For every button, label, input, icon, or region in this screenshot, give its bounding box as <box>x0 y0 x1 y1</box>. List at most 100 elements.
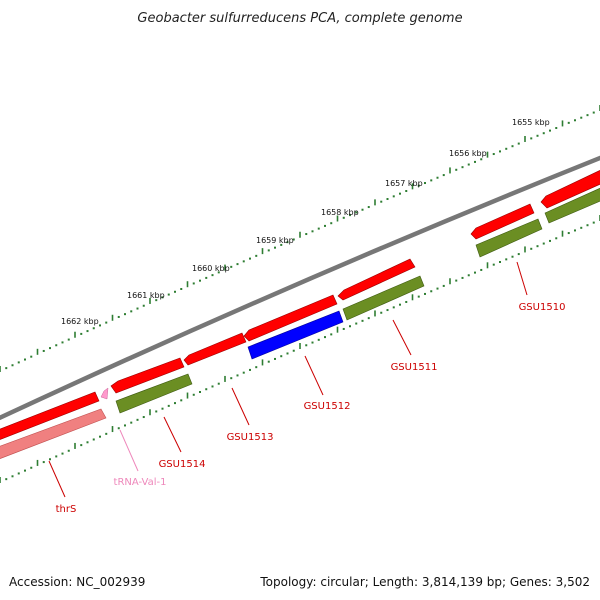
outer-ruler-minor-tick <box>142 304 145 307</box>
outer-ruler-minor-tick <box>367 206 370 209</box>
outer-ruler-minor-tick <box>480 158 483 161</box>
gene-arrow-thrS[interactable] <box>0 391 100 440</box>
outer-ruler-minor-tick <box>324 224 326 227</box>
inner-ruler-minor-tick <box>549 239 551 242</box>
inner-ruler-minor-tick <box>317 338 320 341</box>
outer-ruler-minor-tick <box>86 330 89 333</box>
outer-ruler-minor-tick <box>92 327 95 330</box>
gene-label-GSU1514[interactable]: GSU1514 <box>159 459 206 470</box>
trna-label-tRNA-Val-1[interactable]: tRNA-Val-1 <box>114 477 167 488</box>
gene-arrow-GSU1514-fwd[interactable] <box>110 357 185 394</box>
outer-ruler-minor-tick <box>530 137 533 140</box>
tick-label-1655: 1655 kbp <box>512 118 550 127</box>
outer-ruler-minor-tick <box>61 341 64 344</box>
outer-ruler-minor-tick <box>586 114 589 117</box>
inner-ruler-minor-tick <box>455 279 458 282</box>
inner-ruler-minor-tick <box>499 261 501 263</box>
inner-ruler-minor-tick <box>386 309 389 312</box>
gene-bar-GSU1511[interactable] <box>342 275 425 321</box>
gene-arrow-GSU1513[interactable] <box>183 332 247 366</box>
inner-ruler-minor-tick <box>205 388 208 391</box>
inner-ruler-minor-tick <box>117 427 120 430</box>
inner-ruler-minor-tick <box>249 368 251 371</box>
outer-ruler-minor-tick <box>567 121 570 124</box>
outer-ruler-minor-tick <box>67 338 70 341</box>
inner-ruler-minor-tick <box>161 407 164 410</box>
outer-ruler-minor-tick <box>436 176 439 179</box>
inner-ruler-minor-tick <box>349 325 351 328</box>
outer-ruler-minor-tick <box>24 358 26 361</box>
gene-label-GSU1510[interactable]: GSU1510 <box>519 302 566 313</box>
inner-ruler-minor-tick <box>211 385 214 388</box>
gene-arrow-GSU1510-fwd[interactable] <box>470 203 535 240</box>
outer-ruler-minor-tick <box>130 310 133 313</box>
outer-ruler-minor-tick <box>467 163 470 166</box>
gene-bar-GSU1514[interactable] <box>115 373 193 414</box>
outer-ruler-minor-tick <box>155 299 158 302</box>
inner-ruler-minor-tick <box>30 466 33 469</box>
inner-ruler-minor-tick <box>199 391 201 393</box>
outer-ruler-minor-tick <box>161 296 164 299</box>
outer-ruler-minor-tick <box>5 367 8 370</box>
outer-ruler-minor-tick <box>136 307 139 310</box>
outer-ruler-minor-tick <box>124 313 126 316</box>
ruler-ticks <box>0 105 600 483</box>
gene-arrow-GSU1511-fwd[interactable] <box>337 258 416 301</box>
gene-label-GSU1512[interactable]: GSU1512 <box>304 401 351 412</box>
inner-ruler-minor-tick <box>55 455 58 458</box>
inner-ruler-minor-tick <box>242 371 245 374</box>
outer-ruler-minor-tick <box>249 257 251 260</box>
outer-ruler-minor-tick <box>399 192 401 195</box>
outer-ruler-minor-tick <box>342 216 345 219</box>
inner-ruler-minor-tick <box>467 274 470 277</box>
outer-ruler-minor-tick <box>230 265 233 268</box>
gene-arrow-GSU1512-fwd[interactable] <box>243 294 338 342</box>
inner-ruler-minor-tick <box>530 247 533 250</box>
label-lines <box>48 261 528 498</box>
inner-ruler-minor-tick <box>574 229 576 232</box>
outer-ruler-minor-tick <box>311 230 314 233</box>
inner-ruler-minor-tick <box>505 258 508 261</box>
outer-ruler-minor-tick <box>405 190 408 193</box>
gene-bar-GSU1512[interactable] <box>247 310 344 360</box>
inner-ruler-minor-tick <box>292 349 295 352</box>
inner-ruler-minor-tick <box>567 232 570 235</box>
inner-ruler-minor-tick <box>67 449 70 452</box>
gene-label-GSU1513[interactable]: GSU1513 <box>227 432 274 443</box>
outer-ruler-minor-tick <box>499 150 501 153</box>
outer-ruler-minor-tick <box>236 263 239 266</box>
outer-ruler-minor-tick <box>49 347 51 350</box>
trna-arrow-tRNA-Val-1[interactable] <box>100 387 109 400</box>
outer-ruler-minor-tick <box>105 321 108 324</box>
inner-ruler-minor-tick <box>517 253 520 256</box>
outer-ruler-minor-tick <box>305 233 308 236</box>
outer-ruler-minor-tick <box>292 238 295 241</box>
inner-ruler-minor-tick <box>405 300 408 303</box>
inner-ruler-minor-tick <box>592 221 595 224</box>
inner-ruler-minor-tick <box>236 374 239 377</box>
gene-arrow-right[interactable] <box>540 168 600 209</box>
inner-ruler-minor-tick <box>42 461 45 464</box>
outer-ruler-minor-tick <box>211 274 214 277</box>
outer-ruler-minor-tick <box>542 132 545 135</box>
inner-ruler-minor-tick <box>80 444 83 447</box>
outer-ruler-minor-tick <box>392 195 395 198</box>
inner-ruler-minor-tick <box>124 424 126 427</box>
inner-ruler-minor-tick <box>274 357 276 360</box>
outer-ruler-minor-tick <box>536 134 539 137</box>
accession-text: Accession: NC_002939 <box>9 575 145 589</box>
gene-label-thrS[interactable]: thrS <box>56 504 77 515</box>
inner-ruler-minor-tick <box>511 255 514 258</box>
outer-ruler-minor-tick <box>317 227 320 230</box>
gene-bar-right[interactable] <box>544 186 600 224</box>
inner-ruler-minor-tick <box>142 416 145 419</box>
inner-ruler-minor-tick <box>267 360 270 363</box>
gene-label-GSU1511[interactable]: GSU1511 <box>391 362 438 373</box>
gene-bar-GSU1510[interactable] <box>475 218 543 258</box>
inner-ruler-minor-tick <box>330 333 333 336</box>
outer-ruler-minor-tick <box>167 293 170 296</box>
inner-ruler-minor-tick <box>167 404 170 407</box>
outer-ruler-minor-tick <box>580 116 583 119</box>
outer-ruler-minor-tick <box>330 222 333 225</box>
